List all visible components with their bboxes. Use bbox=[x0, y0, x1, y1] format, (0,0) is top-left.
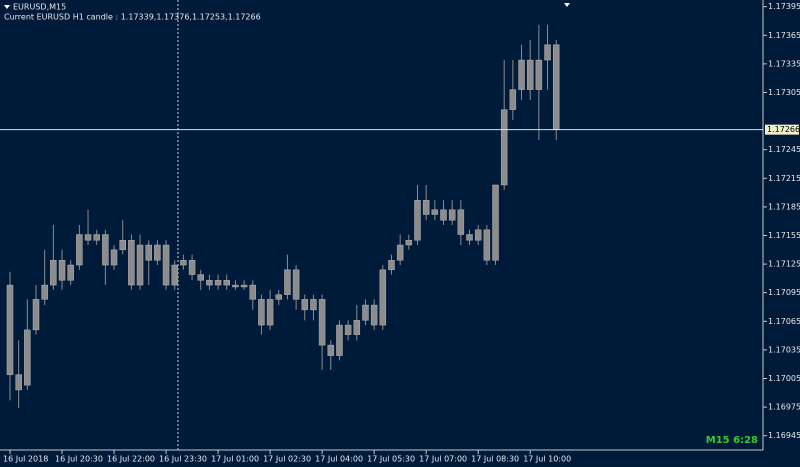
y-tick-label: 1.17305 bbox=[768, 88, 800, 97]
candle-body bbox=[162, 244, 170, 286]
candle-body bbox=[197, 274, 204, 281]
candle-body bbox=[483, 229, 491, 261]
candle-body bbox=[136, 244, 144, 286]
candle-body bbox=[128, 240, 135, 286]
y-tick-label: 1.17335 bbox=[768, 59, 800, 68]
y-tick-label: 1.17005 bbox=[768, 374, 800, 383]
candle-body bbox=[492, 184, 499, 261]
y-tick-label: 1.17215 bbox=[768, 174, 800, 183]
candle-body bbox=[171, 264, 178, 286]
x-tick-label: 17 Jul 04:00 bbox=[315, 455, 363, 464]
x-tick-label: 16 Jul 22:00 bbox=[107, 455, 155, 464]
x-tick-label: 17 Jul 10:00 bbox=[523, 455, 571, 464]
candle-body bbox=[180, 260, 187, 266]
candle-body bbox=[379, 269, 387, 326]
candle-body bbox=[6, 284, 14, 375]
candle-body bbox=[41, 284, 48, 300]
candle-body bbox=[396, 244, 404, 261]
candle-body bbox=[509, 89, 517, 110]
menu-arrow bbox=[4, 5, 10, 9]
candle-body bbox=[518, 59, 525, 90]
candle-body bbox=[284, 269, 291, 295]
candle-body bbox=[544, 44, 551, 61]
y-tick-label: 1.17125 bbox=[768, 260, 800, 269]
candle-body bbox=[266, 299, 274, 326]
candle-body bbox=[301, 299, 309, 311]
candle-body bbox=[466, 234, 473, 241]
chart-title: EURUSD,M15 bbox=[13, 3, 66, 12]
candle-body bbox=[405, 240, 413, 246]
candle-body bbox=[318, 299, 326, 346]
candle-body bbox=[102, 234, 109, 266]
y-tick-label: 1.17155 bbox=[768, 231, 800, 240]
candle-body bbox=[223, 280, 230, 286]
current-price-box bbox=[765, 124, 799, 135]
current-price-label: 1.17266 bbox=[767, 125, 800, 134]
candle-body bbox=[370, 304, 378, 326]
y-tick-label: 1.17245 bbox=[768, 145, 800, 154]
candle-body bbox=[67, 264, 74, 281]
x-tick-label: 17 Jul 08:30 bbox=[471, 455, 519, 464]
y-tick-label: 1.16945 bbox=[768, 431, 800, 440]
y-tick-label: 1.17365 bbox=[768, 31, 800, 40]
candle-body bbox=[362, 304, 369, 321]
candle-body bbox=[249, 284, 257, 300]
y-tick-label: 1.17185 bbox=[768, 202, 800, 211]
candle-body bbox=[431, 209, 439, 215]
candle-body bbox=[110, 249, 118, 266]
y-tick-label: 1.16975 bbox=[768, 403, 800, 412]
y-tick-label: 1.17095 bbox=[768, 288, 800, 297]
candle-body bbox=[474, 229, 482, 241]
candle-body bbox=[422, 199, 430, 215]
candle-body bbox=[440, 209, 447, 221]
x-tick-label: 16 Jul 20:30 bbox=[55, 455, 103, 464]
candle-body bbox=[240, 284, 248, 288]
candle-body bbox=[145, 244, 152, 261]
candle-body bbox=[500, 109, 508, 186]
candle-body bbox=[58, 260, 66, 281]
candle-body bbox=[258, 299, 265, 326]
candle-body bbox=[84, 234, 92, 241]
candle-body bbox=[232, 284, 239, 288]
candle-body bbox=[344, 324, 352, 335]
candle-body bbox=[310, 299, 317, 311]
x-tick-label: 16 Jul 2018 bbox=[3, 455, 48, 464]
candle-body bbox=[154, 244, 161, 261]
candle-body bbox=[388, 260, 395, 271]
candle-body bbox=[93, 234, 100, 241]
candle-body bbox=[336, 324, 343, 356]
x-tick-label: 17 Jul 01:00 bbox=[211, 455, 259, 464]
candle-body bbox=[526, 59, 534, 90]
x-tick-label: 17 Jul 05:30 bbox=[367, 455, 415, 464]
timer: M15 6:28 bbox=[706, 435, 758, 446]
candle-body bbox=[535, 59, 543, 90]
shift-marker bbox=[564, 3, 570, 7]
y-tick-label: 1.17395 bbox=[768, 2, 800, 11]
y-tick-label: 1.17065 bbox=[768, 317, 800, 326]
candle-body bbox=[327, 344, 335, 356]
candle-body bbox=[50, 260, 57, 286]
candle-body bbox=[448, 209, 456, 221]
candle-body bbox=[24, 329, 31, 386]
candle-body bbox=[292, 269, 300, 300]
candle-body bbox=[457, 209, 465, 235]
candle-body bbox=[552, 44, 560, 130]
candle-body bbox=[15, 374, 22, 391]
x-tick-label: 17 Jul 07:00 bbox=[419, 455, 467, 464]
x-tick-label: 17 Jul 02:30 bbox=[263, 455, 311, 464]
candle-body bbox=[76, 234, 83, 266]
candle-body bbox=[32, 299, 40, 331]
candle-body bbox=[119, 240, 126, 251]
candle-body bbox=[414, 199, 421, 241]
candle-body bbox=[188, 260, 196, 275]
chart-subtitle: Current EURUSD H1 candle : 1.17339,1.173… bbox=[4, 13, 261, 22]
candle-body bbox=[275, 294, 283, 300]
candle-body bbox=[353, 320, 361, 335]
y-tick-label: 1.17035 bbox=[768, 345, 800, 354]
candle-body bbox=[214, 280, 222, 286]
candle-body bbox=[206, 280, 213, 286]
x-tick-label: 16 Jul 23:30 bbox=[159, 455, 207, 464]
